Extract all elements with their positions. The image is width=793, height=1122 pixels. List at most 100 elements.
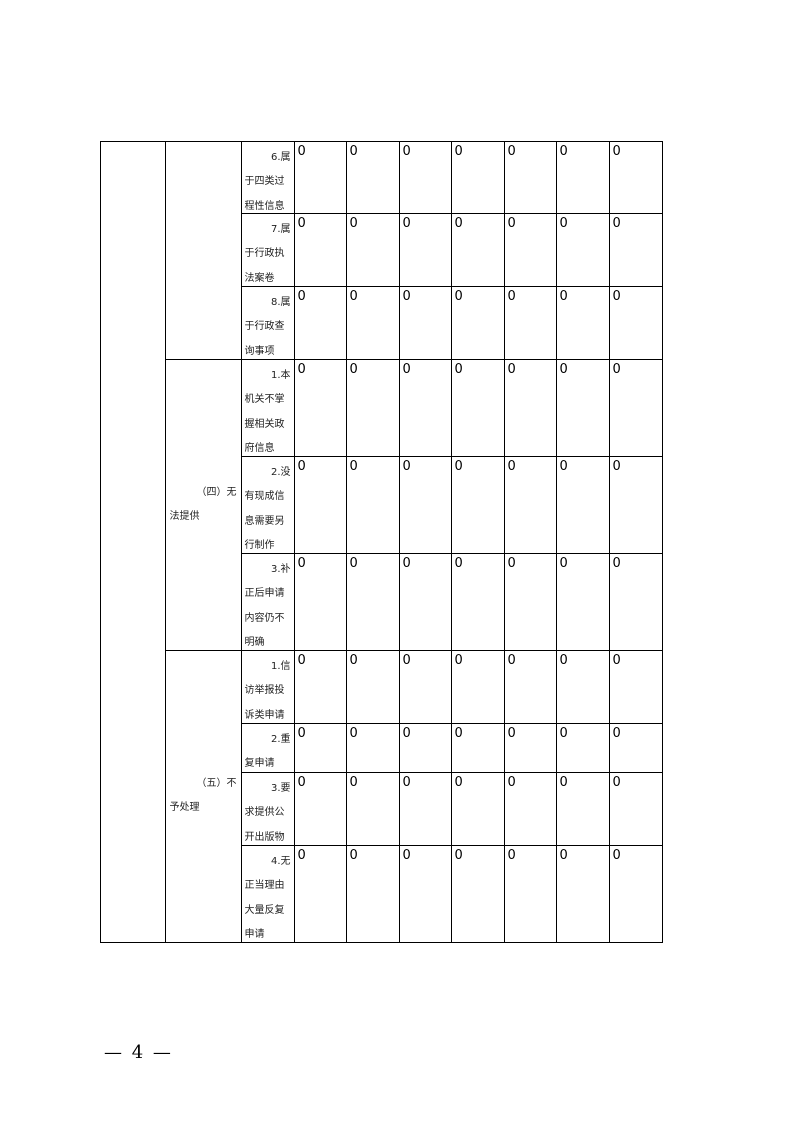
value-cell: 0 [345,722,400,773]
value-cell: 0 [345,844,400,943]
value-cell: 0 [555,771,610,846]
label-line: 于四类过 [244,176,285,187]
value-cell: 0 [398,212,452,287]
value-cell: 0 [398,552,452,651]
label-line: 大量反复 [244,904,285,916]
label-line: 复申请 [244,758,275,769]
value-cell: 0 [398,455,452,554]
value-cell: 0 [345,552,400,651]
label-line: 诉类申请 [244,709,285,721]
value-cell: 0 [293,212,347,287]
value-cell: 0 [293,552,347,651]
value-cell: 0 [398,649,452,724]
group-label-cell: （五）不予处理 [164,649,242,943]
label-line: 2.没 [270,466,291,478]
row-label-cell: 3.要求提供公开出版物 [240,771,295,846]
value-cell: 0 [345,140,400,214]
value-cell: 0 [398,285,452,360]
value-cell: 0 [450,722,505,773]
value-cell: 0 [503,771,557,846]
value-cell: 0 [503,212,557,287]
label-line: 7.属 [270,223,291,235]
label-line: 机关不掌 [244,394,285,405]
value-cell: 0 [345,455,400,554]
group-label-cell [164,140,242,360]
value-cell: 0 [398,722,452,773]
value-cell: 0 [293,140,347,214]
label-line: 3.补 [270,563,291,575]
value-cell: 0 [293,455,347,554]
value-cell: 0 [555,455,610,554]
row-label-cell: 4.无 正当理由 大量反复 申请 [240,844,295,943]
label-line: 握相关政 [244,418,285,430]
label-line: 行制作 [244,540,275,551]
value-cell: 0 [503,285,557,360]
label-line: 申请 [244,929,265,940]
value-cell: 0 [608,358,663,457]
value-cell: 0 [345,649,400,724]
label-line: 询事项 [244,345,275,357]
label-line: 8.属 [270,296,291,308]
value-cell: 0 [608,285,663,360]
label-line: 息需要另 [244,515,285,527]
label-line: 访举报投 [244,685,285,696]
label-line: 1.本 [270,369,291,381]
value-cell: 0 [450,771,505,846]
label-line: 6.属 [270,151,291,163]
value-cell: 0 [450,844,505,943]
value-cell: 0 [555,844,610,943]
value-cell: 0 [503,844,557,943]
value-cell: 0 [293,285,347,360]
label-line: 内容仍不 [244,612,285,624]
label-line: 求提供公 [244,807,285,818]
value-cell: 0 [450,212,505,287]
label-line: 开出版物 [244,831,285,843]
label-line: 于行政执 [244,248,285,259]
value-cell: 0 [450,358,505,457]
value-cell: 0 [345,358,400,457]
value-cell: 0 [398,771,452,846]
value-cell: 0 [450,285,505,360]
row-label-cell: 1.本机关不掌握相关政府信息 [240,358,295,457]
value-cell: 0 [503,722,557,773]
value-cell: 0 [608,649,663,724]
value-cell: 0 [608,455,663,554]
value-cell: 0 [293,649,347,724]
category-cell [99,140,166,943]
label-line: 法提供 [169,510,200,522]
value-cell: 0 [450,140,505,214]
row-label-cell: 6.属 于四类过 程性信息 [240,140,295,214]
value-cell: 0 [345,212,400,287]
label-line: 府信息 [244,443,275,454]
value-cell: 0 [608,552,663,651]
value-cell: 0 [345,285,400,360]
value-cell: 0 [608,722,663,773]
value-cell: 0 [398,358,452,457]
value-cell: 0 [608,844,663,943]
value-cell: 0 [555,285,610,360]
row-label-cell: 7.属于行政执法案卷 [240,212,295,287]
value-cell: 0 [293,771,347,846]
value-cell: 0 [450,649,505,724]
row-label-cell: 8.属 于行政查 询事项 [240,285,295,360]
value-cell: 0 [450,552,505,651]
value-cell: 0 [555,722,610,773]
value-cell: 0 [503,140,557,214]
label-line: 3.要 [270,782,291,794]
value-cell: 0 [608,212,663,287]
label-line: 4.无 [270,855,291,867]
value-cell: 0 [293,358,347,457]
value-cell: 0 [555,212,610,287]
row-label-cell: 2.重 复申请 [240,722,295,773]
value-cell: 0 [503,455,557,554]
value-cell: 0 [503,358,557,457]
label-line: 法案卷 [244,272,275,284]
value-cell: 0 [555,140,610,214]
label-line: （五）不 [196,778,237,789]
value-cell: 0 [608,140,663,214]
label-line: 有现成信 [244,491,285,502]
page-number: — 4 — [104,1042,173,1063]
label-line: 予处理 [169,802,200,813]
value-cell: 0 [450,455,505,554]
value-cell: 0 [345,771,400,846]
